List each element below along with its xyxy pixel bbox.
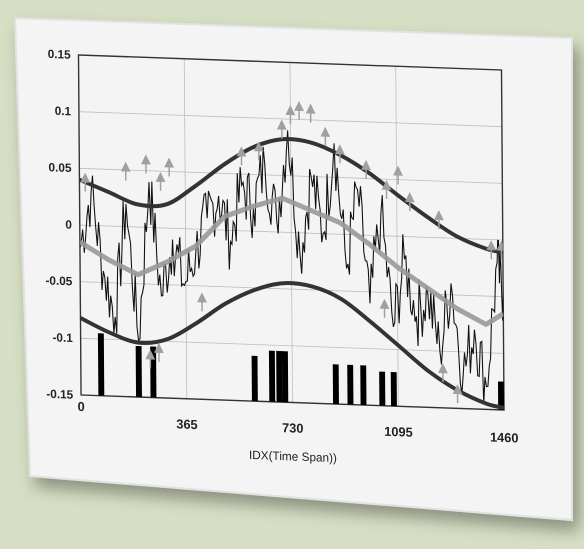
trough-marker <box>145 349 156 360</box>
smoothed-trend-line <box>78 195 505 327</box>
y-tick-label: -0.15 <box>46 387 73 402</box>
event-bar <box>379 371 386 406</box>
peak-marker <box>164 157 175 168</box>
chart-root: 0.15 0.1 0.05 0 -0.05 -0.1 -0.15 0 365 730 1095 14… <box>45 47 519 465</box>
peak-marker <box>381 179 392 191</box>
x-tick-label: 365 <box>176 416 197 432</box>
event-bar <box>281 351 289 403</box>
y-tick-label: 0.1 <box>55 104 72 119</box>
y-tick-label: -0.1 <box>52 330 73 345</box>
peak-marker <box>335 144 345 155</box>
event-bar <box>332 364 339 405</box>
trough-marker <box>452 384 463 395</box>
peak-marker <box>393 165 403 176</box>
peak-marker <box>155 171 166 183</box>
chart-card <box>13 16 573 522</box>
trough-marker <box>438 363 448 374</box>
y-axis-ticks: 0.15 0.1 0.05 0 -0.05 -0.1 -0.15 <box>45 47 73 402</box>
event-bar <box>97 333 105 396</box>
y-tick-label: 0.15 <box>48 47 71 62</box>
upper-envelope-line <box>78 137 504 255</box>
peak-marker <box>80 172 91 183</box>
markers <box>80 100 505 404</box>
event-bar <box>347 364 354 405</box>
plot-frame <box>77 54 505 411</box>
x-axis-label: IDX(Time Span)) <box>249 448 337 465</box>
peak-marker <box>236 146 247 157</box>
event-bar <box>268 350 276 402</box>
peak-marker <box>285 105 296 116</box>
y-tick-label: 0.05 <box>48 160 71 175</box>
trough-marker <box>154 342 164 354</box>
peak-marker <box>120 161 131 172</box>
grid-line-x <box>395 66 399 407</box>
x-tick-label: 1095 <box>384 424 413 440</box>
x-tick-label: 730 <box>282 420 303 436</box>
peak-marker <box>320 126 331 137</box>
peak-marker <box>141 154 151 165</box>
event-bar <box>135 345 142 398</box>
event-bar <box>251 355 258 402</box>
x-tick-label: 1460 <box>490 429 519 445</box>
peak-marker <box>305 103 316 114</box>
x-tick-label: 0 <box>78 399 85 414</box>
peak-marker <box>486 240 497 251</box>
peak-marker <box>433 210 444 221</box>
peak-marker <box>294 100 304 112</box>
raw-series-line <box>79 130 504 404</box>
peak-marker <box>276 119 287 130</box>
y-tick-label: -0.05 <box>45 273 72 288</box>
event-bar <box>276 350 283 403</box>
peak-marker <box>404 192 415 203</box>
grid-line-x <box>183 58 188 399</box>
event-bar <box>497 381 505 411</box>
peak-marker <box>253 141 264 152</box>
peak-marker <box>361 159 372 171</box>
y-tick-label: 0 <box>65 217 72 231</box>
event-bar <box>390 371 397 407</box>
trough-marker <box>379 298 390 309</box>
event-bar <box>360 365 367 406</box>
trough-marker <box>197 292 207 303</box>
x-axis-ticks: 0 365 730 1095 1460 <box>78 399 519 446</box>
